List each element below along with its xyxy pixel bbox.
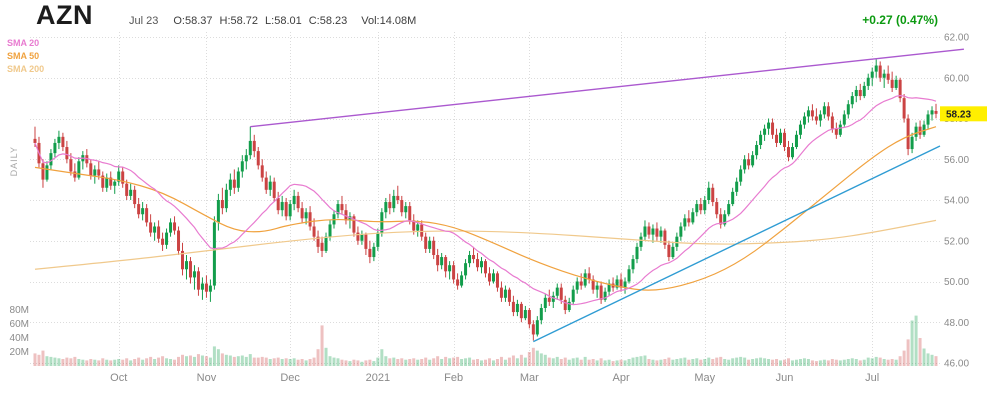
timeframe-label: DAILY: [9, 146, 19, 177]
price-change: +0.27 (0.47%): [862, 13, 938, 27]
quote-date: Jul 23: [129, 15, 159, 27]
study-legend: SMA 20 SMA 50 SMA 200: [7, 37, 44, 76]
quote-close: C:58.23: [308, 15, 348, 27]
quote-strip: Jul 23 O:58.37 H:58.72 L:58.01 C:58.23 Vol:14…: [129, 15, 423, 27]
quote-volume: Vol:14.08M: [361, 15, 417, 27]
legend-sma200[interactable]: SMA 200: [7, 64, 45, 74]
legend-sma20[interactable]: SMA 20: [7, 38, 40, 48]
quote-high: H:58.72: [219, 15, 259, 27]
quote-low: L:58.01: [265, 15, 302, 27]
quote-open: O:58.37: [173, 15, 213, 27]
ticker-symbol: AZN: [36, 0, 93, 30]
legend-sma50[interactable]: SMA 50: [7, 51, 40, 61]
